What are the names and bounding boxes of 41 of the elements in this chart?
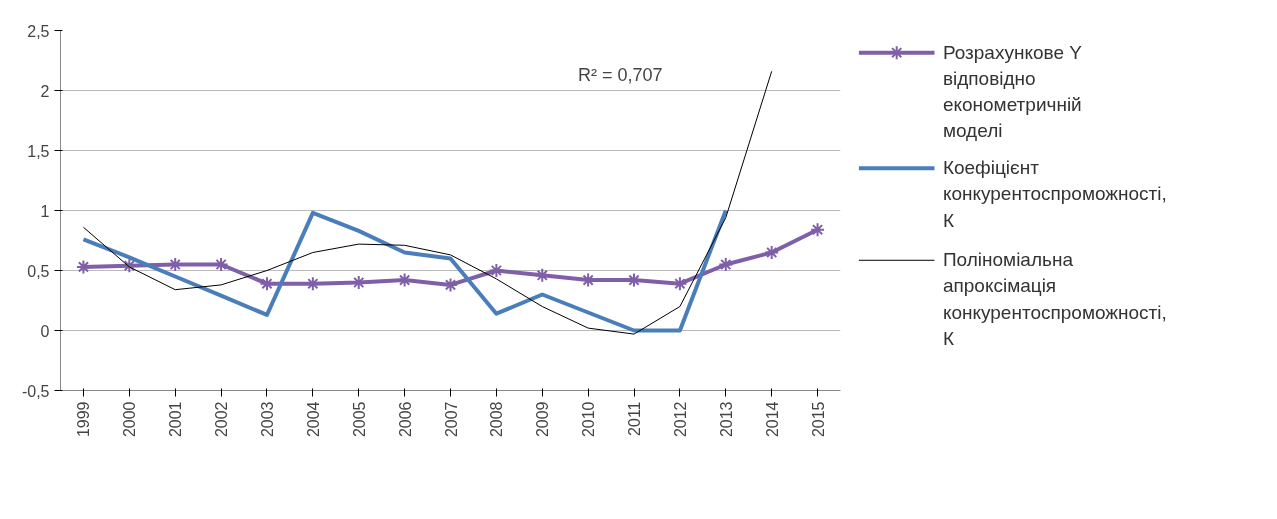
x-tick-label: 2003 [258,401,276,438]
point [213,257,229,272]
line-series [82,70,773,335]
x-tick-label: 2007 [442,401,460,438]
x-tick-label: 2011 [626,401,644,436]
point [718,257,734,272]
legend-label: Коефіцієнт конкурентоспроможності, К [942,157,1167,231]
x-tick-label: 2001 [167,401,185,438]
point [75,259,91,275]
y-tick-label: 2,5 [27,22,50,40]
x-tick-label: 1999 [75,401,93,438]
x-tick-label: 2012 [671,401,689,438]
x-tick-label: 2013 [717,401,735,438]
annotation: R² = 0,707 [577,64,663,85]
point [810,222,826,238]
y-tick-label: 0 [40,322,50,340]
x-tick-label: 2015 [809,401,827,438]
y-tick-label: 0,5 [27,262,50,280]
point [672,276,688,292]
point [626,272,642,288]
y-tick-label: 1 [40,202,50,220]
x-tick-label: 2000 [121,401,139,438]
legend-label: Розрахункове Y відповідно економетричній моделі [942,41,1083,142]
point [488,263,504,278]
point [534,267,550,283]
x-tick-label: 2010 [580,401,598,438]
x-tick-label: 2002 [213,401,231,438]
legend-label: Поліноміальна апроксімація конкурентоспроможності, К [942,249,1167,349]
y-tick-label: 2 [40,82,50,100]
line-series [81,208,728,333]
x-tick-label: 2004 [304,401,322,438]
x-tick-label: 2005 [350,401,368,438]
x-tick-label: 2006 [396,401,414,438]
x-tick-label: 2014 [763,401,781,438]
y-tick-label: 1,5 [27,142,50,160]
point [259,276,275,292]
point [443,277,458,293]
point [764,245,780,260]
x-tick-label: 2009 [534,401,552,438]
y-tick-label: -0,5 [21,382,50,400]
x-tick-label: 2008 [488,401,506,438]
